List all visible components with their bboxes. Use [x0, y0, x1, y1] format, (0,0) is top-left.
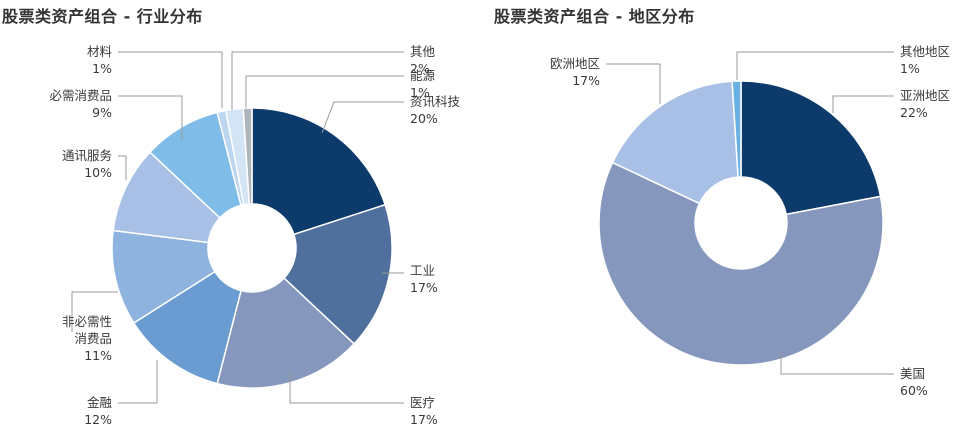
slice-value-0-6: 9%: [92, 105, 112, 120]
slice-value-0-8: 2%: [410, 61, 430, 76]
leader-line-1-0: [832, 95, 894, 113]
slice-label-1-2: 欧洲地区: [550, 56, 600, 71]
slice-0-2: [216, 277, 356, 389]
slice-label-0-9: 能源: [410, 68, 436, 83]
leader-line-0-5: [118, 155, 127, 180]
slice-label-0-3: 金融: [87, 395, 113, 410]
slice-label-0-0: 资讯科技: [410, 94, 461, 109]
leader-line-0-6: [118, 95, 183, 140]
slice-label-0-4: 非必需性: [62, 314, 112, 329]
slice-1-1: [598, 161, 884, 366]
leader-line-0-0: [321, 101, 404, 134]
slice-1-0: [740, 80, 882, 216]
slice-value-1-1: 60%: [900, 383, 928, 398]
donut-chart-1: 亚洲地区 22% 美国 60% 欧洲地区 17% 其他地区 1%: [550, 44, 950, 398]
slice-label-0-4: 消费品: [74, 331, 112, 346]
slice-label-0-1: 工业: [410, 263, 435, 278]
slice-value-1-0: 22%: [900, 105, 928, 120]
slice-label-1-0: 亚洲地区: [900, 88, 950, 103]
slice-value-0-3: 12%: [84, 412, 112, 427]
slice-value-0-7: 1%: [92, 61, 112, 76]
leader-line-0-4: [71, 291, 118, 332]
slice-value-0-1: 17%: [410, 280, 438, 295]
slice-label-0-6: 必需消费品: [49, 88, 112, 103]
leader-line-0-8: [231, 51, 404, 110]
chart-title-industry: 股票类资产组合 - 行业分布: [2, 7, 203, 26]
leader-line-0-3: [118, 360, 158, 404]
chart-title-region: 股票类资产组合 - 地区分布: [494, 7, 695, 26]
leader-line-0-2: [289, 372, 404, 404]
slice-label-0-5: 通讯服务: [62, 148, 112, 163]
leader-line-1-1: [780, 352, 894, 375]
slice-label-1-1: 美国: [900, 366, 925, 381]
slice-value-0-0: 20%: [410, 111, 438, 126]
slice-label-0-7: 材料: [87, 44, 113, 59]
slice-label-1-3: 其他地区: [900, 44, 950, 59]
slice-label-0-8: 其他: [410, 44, 436, 59]
leader-line-1-2: [606, 63, 661, 104]
slice-value-0-9: 1%: [410, 85, 430, 100]
slice-value-0-5: 10%: [84, 165, 112, 180]
slice-0-9: [242, 107, 253, 205]
slice-0-1: [283, 203, 393, 345]
slice-value-0-2: 17%: [410, 412, 438, 427]
slice-1-2: [611, 80, 739, 205]
slice-label-0-2: 医疗: [410, 395, 435, 410]
slice-value-1-3: 1%: [900, 61, 920, 76]
slice-0-0: [251, 107, 387, 236]
slice-value-1-2: 17%: [572, 73, 600, 88]
slice-value-0-4: 11%: [84, 348, 112, 363]
leader-line-1-3: [736, 51, 894, 80]
slice-1-3: [731, 80, 742, 178]
leader-line-0-7: [118, 51, 223, 108]
leader-line-0-9: [245, 75, 404, 108]
